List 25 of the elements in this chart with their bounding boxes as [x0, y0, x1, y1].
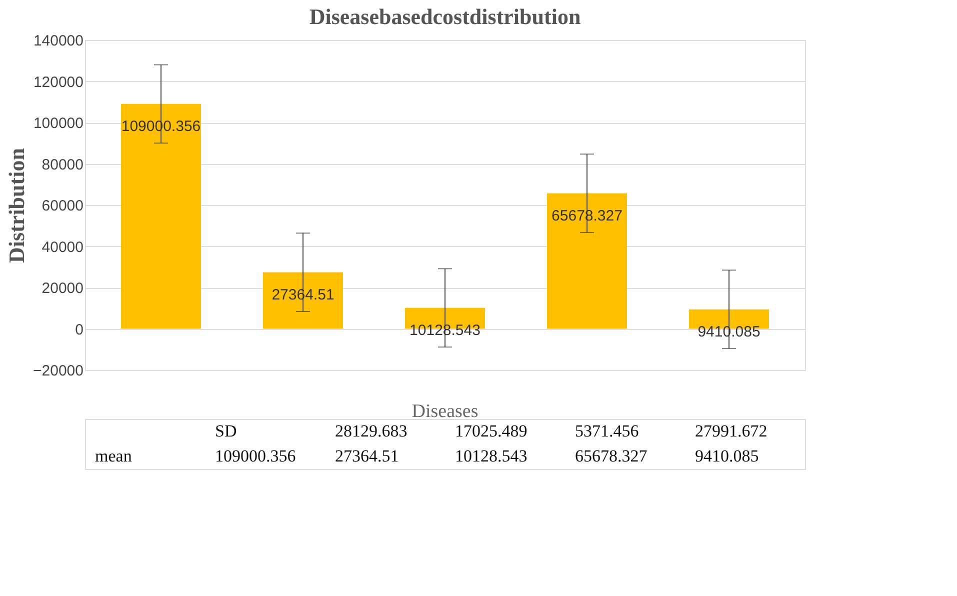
x-axis-title: Diseases	[412, 401, 478, 422]
text: 65678.327	[575, 446, 648, 466]
text: mean	[95, 446, 132, 466]
text: 17025.489	[455, 422, 528, 440]
y-tick-label: 20000	[42, 280, 84, 297]
y-tick-label: 60000	[42, 198, 84, 214]
text: 28129.683	[335, 422, 408, 440]
y-tick-label: 120000	[33, 74, 84, 91]
text: 109000.356	[215, 446, 296, 466]
y-tick-label: 140000	[33, 32, 84, 50]
text: 27364.51	[335, 446, 399, 466]
y-tick-label: 40000	[42, 238, 84, 256]
chart-title: Diseasebasedcostdistribution	[309, 4, 581, 29]
text: 10128.543	[455, 446, 528, 466]
text: SD	[215, 422, 237, 440]
y-tick-label: 0	[75, 321, 84, 338]
bar	[547, 193, 627, 329]
y-tick-label: 100000	[33, 115, 84, 132]
y-tick-label: 80000	[42, 156, 84, 174]
y-axis-title: Distribution	[4, 148, 30, 263]
bar	[121, 104, 201, 329]
text: 5371.456	[575, 422, 639, 440]
text: 9410.085	[695, 446, 759, 466]
text: 27991.672	[695, 422, 768, 440]
y-tick-label: −20000	[33, 362, 84, 380]
